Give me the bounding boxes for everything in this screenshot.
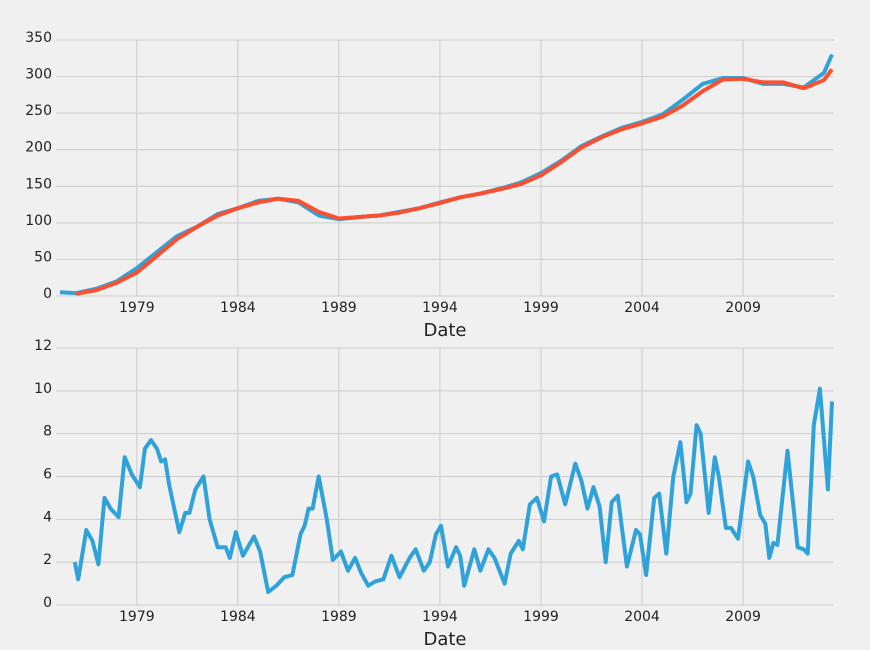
y-tick-label: 350 — [25, 30, 52, 46]
x-tick-label: 1979 — [119, 300, 155, 316]
y-tick-label: 6 — [43, 467, 52, 483]
y-tick-label: 0 — [43, 595, 52, 611]
x-tick-label: 1994 — [422, 300, 458, 316]
x-tick-label: 1994 — [422, 609, 458, 625]
y-tick-label: 250 — [25, 103, 52, 119]
x-axis-label: Date — [423, 320, 466, 341]
x-axis-label: Date — [423, 629, 466, 650]
y-tick-label: 200 — [25, 140, 52, 156]
x-tick-label: 1999 — [523, 300, 559, 316]
x-tick-label: 1984 — [220, 609, 256, 625]
data-line — [72, 386, 834, 595]
y-tick-label: 10 — [34, 381, 52, 397]
x-tick-label: 1999 — [523, 609, 559, 625]
y-tick-label: 50 — [34, 249, 52, 265]
y-tick-label: 12 — [34, 338, 52, 354]
data-line — [75, 68, 834, 296]
y-tick-label: 300 — [25, 67, 52, 83]
y-tick-label: 8 — [43, 424, 52, 440]
y-tick-label: 150 — [25, 176, 52, 192]
x-tick-label: 2009 — [725, 609, 761, 625]
x-tick-label: 1979 — [119, 609, 155, 625]
x-tick-label: 2009 — [725, 300, 761, 316]
x-tick-label: 2004 — [624, 609, 660, 625]
y-tick-label: 100 — [25, 213, 52, 229]
x-tick-label: 1989 — [321, 609, 357, 625]
y-tick-label: 0 — [43, 286, 52, 302]
x-tick-label: 2004 — [624, 300, 660, 316]
y-tick-label: 2 — [43, 552, 52, 568]
x-tick-label: 1989 — [321, 300, 357, 316]
x-tick-label: 1984 — [220, 300, 256, 316]
y-tick-label: 4 — [43, 509, 52, 525]
